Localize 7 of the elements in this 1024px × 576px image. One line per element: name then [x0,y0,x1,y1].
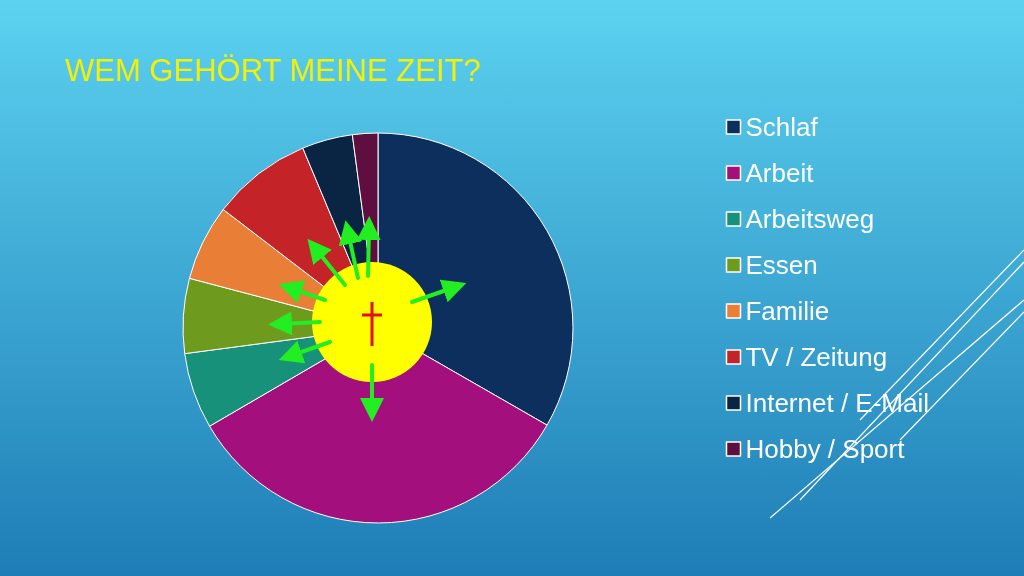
legend-label: Arbeitsweg [745,204,875,234]
legend-label: Arbeit [745,158,815,188]
legend-label: Essen [745,250,818,280]
legend-label: Schlaf [745,112,819,142]
chart-title: WEM GEHÖRT MEINE ZEIT? [65,53,481,88]
legend-label: TV / Zeitung [745,342,888,372]
legend-label: Familie [745,296,830,326]
